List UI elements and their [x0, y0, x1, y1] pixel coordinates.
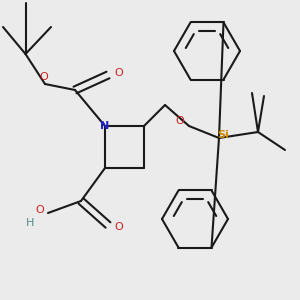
Text: O: O — [114, 68, 123, 79]
Text: Si: Si — [218, 130, 230, 140]
Text: O: O — [39, 71, 48, 82]
Text: H: H — [26, 218, 34, 229]
Text: O: O — [35, 205, 44, 215]
Text: O: O — [114, 221, 123, 232]
Text: N: N — [100, 121, 109, 131]
Text: O: O — [176, 116, 184, 127]
